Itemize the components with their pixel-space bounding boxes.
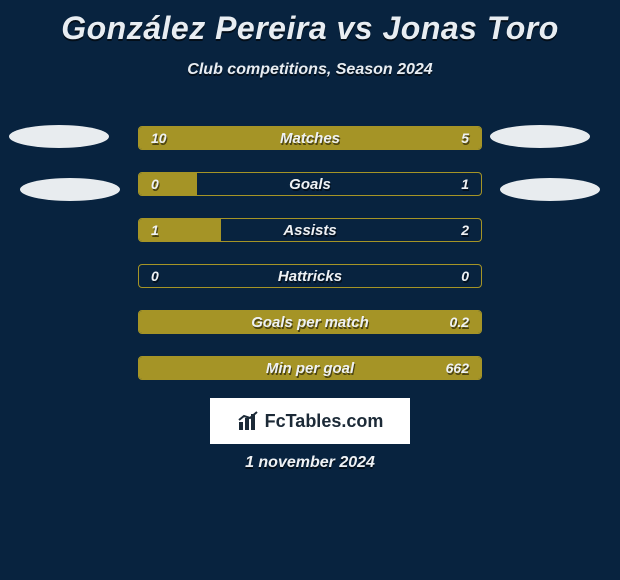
player-marker <box>490 125 590 148</box>
stat-label: Goals per match <box>139 311 481 333</box>
branding-text: FcTables.com <box>265 411 384 432</box>
stat-label: Matches <box>139 127 481 149</box>
subtitle: Club competitions, Season 2024 <box>0 61 620 79</box>
player-marker <box>500 178 600 201</box>
stats-container: 105Matches 01Goals 12Assists 00Hattricks 0.2… <box>138 126 482 402</box>
branding-badge[interactable]: FcTables.com <box>210 398 410 444</box>
player-marker <box>9 125 109 148</box>
stat-row: 0.2Goals per match <box>138 310 482 334</box>
stat-label: Assists <box>139 219 481 241</box>
footer-date: 1 november 2024 <box>0 454 620 472</box>
stat-label: Hattricks <box>139 265 481 287</box>
stat-row: 01Goals <box>138 172 482 196</box>
stat-label: Goals <box>139 173 481 195</box>
stat-label: Min per goal <box>139 357 481 379</box>
page-title: González Pereira vs Jonas Toro <box>0 0 620 47</box>
player-marker <box>20 178 120 201</box>
stat-row: 00Hattricks <box>138 264 482 288</box>
chart-icon <box>237 410 261 432</box>
stat-row: 105Matches <box>138 126 482 150</box>
stat-row: 12Assists <box>138 218 482 242</box>
stat-row: 662Min per goal <box>138 356 482 380</box>
